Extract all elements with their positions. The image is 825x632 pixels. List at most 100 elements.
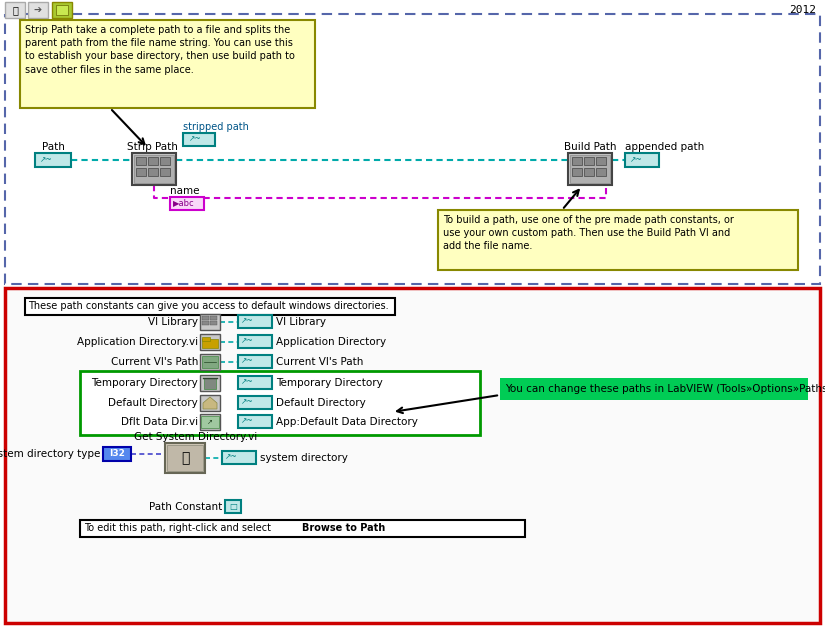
Bar: [500, 378, 808, 400]
Bar: [572, 157, 582, 165]
Bar: [438, 210, 798, 270]
Bar: [5, 288, 820, 623]
Text: ➔: ➔: [34, 5, 42, 15]
Bar: [625, 153, 659, 167]
Text: name: name: [170, 186, 200, 196]
Bar: [200, 375, 220, 391]
Bar: [210, 316, 217, 320]
Bar: [20, 20, 315, 108]
Text: Temporary Directory: Temporary Directory: [92, 378, 198, 388]
Bar: [56, 5, 68, 15]
Bar: [202, 339, 218, 348]
Text: Temporary Directory: Temporary Directory: [276, 378, 383, 388]
Bar: [210, 321, 217, 325]
Bar: [238, 315, 272, 328]
Text: These path constants can give you access to default windows directories.: These path constants can give you access…: [28, 301, 389, 311]
Text: ✋: ✋: [12, 5, 18, 15]
Text: appended path: appended path: [625, 142, 705, 152]
Bar: [570, 155, 610, 183]
Text: ↗~: ↗~: [189, 135, 202, 143]
Text: You can change these paths in LabVIEW (Tools»Options»Paths): You can change these paths in LabVIEW (T…: [505, 384, 825, 394]
Bar: [204, 378, 216, 389]
Bar: [80, 371, 480, 435]
Text: Default Directory: Default Directory: [108, 398, 198, 408]
Text: VI Library: VI Library: [148, 317, 198, 327]
Bar: [132, 153, 176, 185]
Text: Dflt Data Dir.vi: Dflt Data Dir.vi: [121, 417, 198, 427]
Text: Application Directory.vi: Application Directory.vi: [77, 337, 198, 347]
Bar: [596, 168, 606, 176]
Text: system directory: system directory: [260, 453, 348, 463]
Text: ↗~: ↗~: [40, 155, 53, 164]
Bar: [200, 414, 220, 430]
Bar: [584, 157, 594, 165]
Bar: [136, 157, 146, 165]
Text: ↗~: ↗~: [241, 377, 254, 387]
Bar: [167, 445, 203, 471]
Bar: [28, 2, 48, 18]
Bar: [238, 355, 272, 368]
Text: Application Directory: Application Directory: [276, 337, 386, 347]
Bar: [136, 168, 146, 176]
Bar: [80, 520, 525, 537]
Bar: [572, 168, 582, 176]
Text: stripped path: stripped path: [183, 122, 249, 132]
Bar: [596, 157, 606, 165]
Bar: [200, 354, 220, 370]
Bar: [222, 451, 256, 464]
Bar: [200, 314, 220, 330]
Text: ↗: ↗: [207, 419, 213, 425]
Bar: [584, 168, 594, 176]
Bar: [160, 157, 170, 165]
Text: Strip Path: Strip Path: [126, 142, 177, 152]
Text: Path: Path: [41, 142, 64, 152]
Bar: [238, 415, 272, 428]
Bar: [202, 321, 209, 325]
Text: Strip Path take a complete path to a file and splits the
parent path from the fi: Strip Path take a complete path to a fil…: [25, 25, 295, 75]
Bar: [148, 168, 158, 176]
Text: Current VI's Path: Current VI's Path: [111, 357, 198, 367]
Bar: [200, 395, 220, 411]
Bar: [225, 500, 241, 513]
Bar: [202, 316, 209, 320]
Text: ↗~: ↗~: [630, 155, 643, 164]
Text: ▶abc: ▶abc: [173, 198, 195, 207]
Text: To build a path, use one of the pre made path constants, or
use your own custom : To build a path, use one of the pre made…: [443, 215, 734, 252]
Bar: [5, 14, 820, 284]
Text: Default Directory: Default Directory: [276, 398, 365, 408]
Text: ↗~: ↗~: [241, 398, 254, 406]
Bar: [5, 2, 25, 18]
Bar: [238, 376, 272, 389]
Bar: [202, 356, 218, 368]
Text: Get System Directory.vi: Get System Directory.vi: [134, 432, 257, 442]
Bar: [160, 168, 170, 176]
Bar: [238, 396, 272, 409]
Bar: [35, 153, 71, 167]
Bar: [200, 334, 220, 350]
Text: Path Constant: Path Constant: [148, 502, 222, 512]
Text: system directory type: system directory type: [0, 449, 100, 459]
Bar: [25, 298, 395, 315]
Text: Browse to Path: Browse to Path: [302, 523, 385, 533]
Bar: [103, 447, 131, 461]
Text: 🔍: 🔍: [181, 451, 189, 465]
Text: App:Default Data Directory: App:Default Data Directory: [276, 417, 418, 427]
Text: □: □: [229, 502, 237, 511]
Text: ↗~: ↗~: [241, 336, 254, 346]
Text: I32: I32: [109, 449, 125, 458]
Bar: [52, 2, 72, 18]
Bar: [568, 153, 612, 185]
Bar: [165, 443, 205, 473]
Text: ↗~: ↗~: [225, 453, 238, 461]
Text: VI Library: VI Library: [276, 317, 326, 327]
Text: Current VI's Path: Current VI's Path: [276, 357, 363, 367]
Text: ↗~: ↗~: [241, 416, 254, 425]
Bar: [170, 197, 204, 210]
Text: 2012: 2012: [789, 5, 816, 15]
Bar: [183, 133, 215, 146]
Text: ↗~: ↗~: [241, 317, 254, 325]
Text: To edit this path, right-click and select: To edit this path, right-click and selec…: [84, 523, 274, 533]
Bar: [148, 157, 158, 165]
Bar: [238, 335, 272, 348]
Polygon shape: [203, 397, 217, 409]
